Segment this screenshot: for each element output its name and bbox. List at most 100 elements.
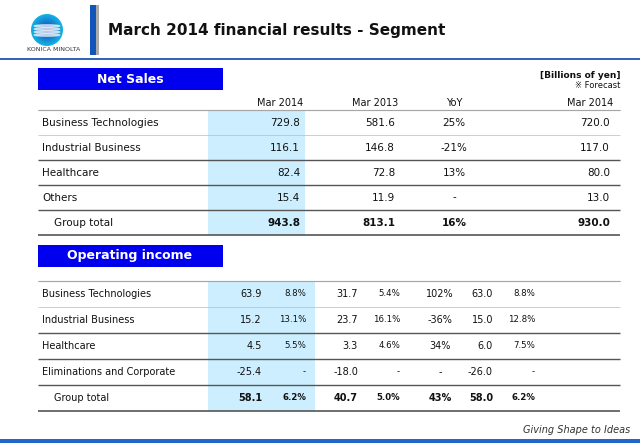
Text: Operating income: Operating income (67, 249, 193, 263)
Circle shape (41, 24, 53, 36)
Text: 4.6%: 4.6% (378, 342, 400, 350)
Bar (0, 58, 640, 60)
Circle shape (42, 24, 52, 35)
Text: 5.0%: 5.0% (376, 393, 400, 403)
Text: -: - (452, 193, 456, 202)
Bar (0, 0, 640, 58)
Circle shape (31, 14, 63, 46)
Text: 6.2%: 6.2% (282, 393, 306, 403)
Bar (90, 5, 96, 55)
Text: 13.0: 13.0 (587, 193, 610, 202)
Ellipse shape (34, 31, 60, 33)
Text: 7.5%: 7.5% (513, 342, 535, 350)
Circle shape (35, 19, 59, 42)
Text: 63.9: 63.9 (241, 289, 262, 299)
Circle shape (33, 16, 61, 44)
Text: 43%: 43% (428, 393, 452, 403)
Circle shape (35, 18, 59, 42)
Circle shape (42, 25, 52, 35)
Text: Mar 2013: Mar 2013 (352, 98, 398, 108)
Text: -: - (438, 367, 442, 377)
Circle shape (35, 17, 60, 43)
Text: 3.3: 3.3 (343, 341, 358, 351)
Text: 102%: 102% (426, 289, 454, 299)
Text: 8.8%: 8.8% (284, 289, 306, 299)
Circle shape (34, 17, 60, 43)
Text: 12.8%: 12.8% (508, 315, 535, 325)
Ellipse shape (34, 34, 60, 36)
Text: KONICA MINOLTA: KONICA MINOLTA (27, 47, 80, 51)
Circle shape (36, 19, 58, 41)
Text: 82.4: 82.4 (276, 167, 300, 178)
Text: 146.8: 146.8 (365, 143, 395, 152)
Bar (38, 68, 223, 90)
Text: March 2014 financial results - Segment: March 2014 financial results - Segment (108, 23, 445, 38)
Text: 8.8%: 8.8% (513, 289, 535, 299)
Circle shape (46, 29, 48, 31)
Text: 943.8: 943.8 (267, 218, 300, 228)
Circle shape (39, 22, 55, 38)
Text: -: - (397, 368, 400, 377)
Text: 15.4: 15.4 (276, 193, 300, 202)
Text: Healthcare: Healthcare (42, 341, 95, 351)
Text: 31.7: 31.7 (337, 289, 358, 299)
Circle shape (43, 26, 51, 34)
Circle shape (43, 26, 51, 35)
Text: 16.1%: 16.1% (372, 315, 400, 325)
Text: Business Technologies: Business Technologies (42, 117, 159, 128)
Circle shape (40, 23, 54, 37)
Text: Mar 2014: Mar 2014 (257, 98, 303, 108)
Text: 13.1%: 13.1% (278, 315, 306, 325)
Bar (38, 245, 223, 267)
Text: 930.0: 930.0 (577, 218, 610, 228)
Text: ※ Forecast: ※ Forecast (575, 81, 620, 90)
Circle shape (44, 27, 50, 33)
Text: 11.9: 11.9 (372, 193, 395, 202)
Text: Others: Others (42, 193, 77, 202)
Text: -36%: -36% (428, 315, 452, 325)
Text: 813.1: 813.1 (362, 218, 395, 228)
Circle shape (38, 21, 56, 39)
Text: 13%: 13% (442, 167, 465, 178)
Text: 720.0: 720.0 (580, 117, 610, 128)
Circle shape (36, 19, 58, 40)
Circle shape (45, 28, 49, 32)
Text: 63.0: 63.0 (472, 289, 493, 299)
Text: 15.2: 15.2 (241, 315, 262, 325)
Text: 5.5%: 5.5% (284, 342, 306, 350)
Text: 25%: 25% (442, 117, 465, 128)
Text: -26.0: -26.0 (468, 367, 493, 377)
Text: Net Sales: Net Sales (97, 73, 163, 85)
Circle shape (44, 27, 51, 33)
Ellipse shape (34, 25, 60, 27)
Text: 4.5: 4.5 (246, 341, 262, 351)
Text: 58.1: 58.1 (238, 393, 262, 403)
Bar (96, 5, 99, 55)
Text: Giving Shape to Ideas: Giving Shape to Ideas (523, 425, 630, 435)
Text: 34%: 34% (429, 341, 451, 351)
Text: Group total: Group total (54, 393, 109, 403)
Circle shape (31, 15, 63, 46)
Text: 40.7: 40.7 (334, 393, 358, 403)
Circle shape (39, 22, 55, 38)
Text: Industrial Business: Industrial Business (42, 143, 141, 152)
Text: Group total: Group total (54, 218, 113, 228)
Text: [Billions of yen]: [Billions of yen] (540, 71, 620, 80)
Text: 15.0: 15.0 (472, 315, 493, 325)
Circle shape (32, 15, 62, 45)
Text: 6.0: 6.0 (477, 341, 493, 351)
Bar (0, 439, 640, 443)
Text: -: - (532, 368, 535, 377)
Text: -25.4: -25.4 (237, 367, 262, 377)
Text: 5.4%: 5.4% (378, 289, 400, 299)
Circle shape (40, 23, 54, 37)
Circle shape (33, 16, 61, 44)
Text: 117.0: 117.0 (580, 143, 610, 152)
Text: 58.0: 58.0 (469, 393, 493, 403)
Text: Industrial Business: Industrial Business (42, 315, 134, 325)
Text: -18.0: -18.0 (333, 367, 358, 377)
Bar (208, 110, 305, 235)
Text: Mar 2014: Mar 2014 (567, 98, 613, 108)
Circle shape (45, 28, 49, 31)
Text: -: - (303, 368, 306, 377)
